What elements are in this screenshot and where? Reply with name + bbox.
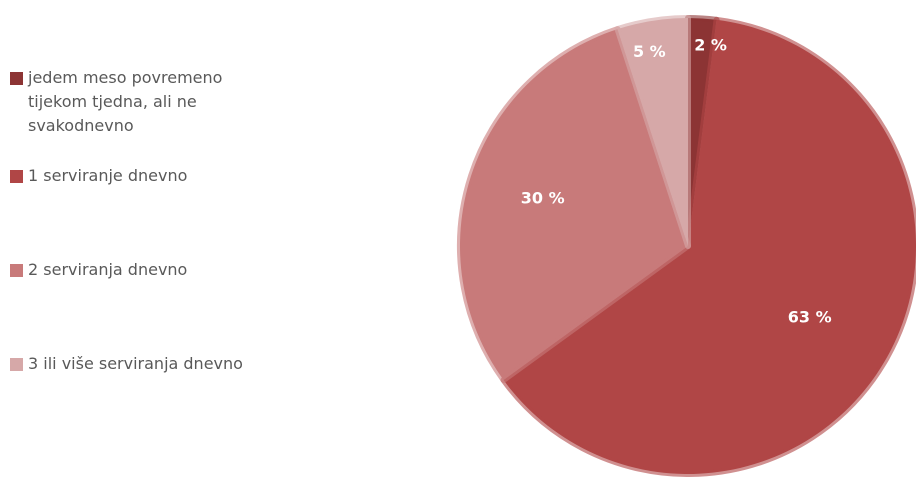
legend-swatch xyxy=(10,170,23,183)
legend-swatch xyxy=(10,358,23,371)
legend-swatch xyxy=(10,72,23,85)
legend-entry: jedem meso povremeno tijekom tjedna, ali… xyxy=(10,66,268,138)
pie-slice xyxy=(500,16,916,477)
data-label: 2 % xyxy=(694,35,727,54)
legend-entry: 2 serviranja dnevno xyxy=(10,258,278,282)
legend-entry: 3 ili više serviranja dnevno xyxy=(10,352,278,376)
legend-label: jedem meso povremeno tijekom tjedna, ali… xyxy=(28,68,223,135)
legend-label: 2 serviranja dnevno xyxy=(28,260,188,279)
pie-slice xyxy=(457,26,691,384)
legend-label: 1 serviranje dnevno xyxy=(28,166,188,185)
legend-swatch xyxy=(10,264,23,277)
legend-entry: 1 serviranje dnevno xyxy=(10,164,278,188)
data-label: 30 % xyxy=(521,188,565,207)
pie-slice xyxy=(614,15,691,249)
data-label: 5 % xyxy=(633,42,666,61)
data-label: 63 % xyxy=(788,307,832,326)
legend-label: 3 ili više serviranja dnevno xyxy=(28,354,243,373)
